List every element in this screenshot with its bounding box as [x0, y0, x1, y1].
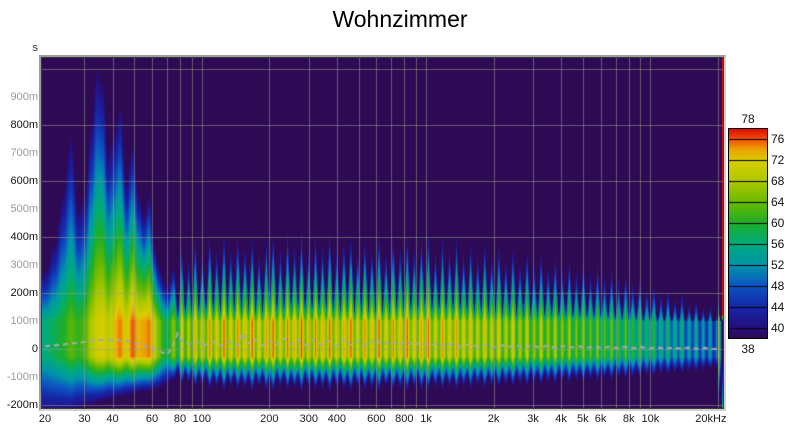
x-tick-label: 2k [487, 413, 500, 425]
x-tick-label: 300 [299, 413, 318, 425]
x-tick-label: 3k [527, 413, 539, 425]
colorbar-tick-label: 72 [771, 153, 785, 168]
x-tick-label: 40 [106, 413, 119, 425]
y-tick-label: 900m [10, 91, 38, 103]
colorbar-tick-label: 56 [771, 236, 785, 251]
y-tick-label: 800m [10, 119, 38, 131]
y-tick-label: 700m [10, 147, 38, 159]
x-tick-label: 1k [420, 413, 432, 425]
x-tick-label: 200 [260, 413, 279, 425]
colorbar-tick-label: 60 [771, 216, 785, 231]
y-tick-label: -200m [6, 399, 38, 411]
y-tick-label: 600m [10, 175, 38, 187]
y-tick-label: 0 [31, 343, 38, 355]
y-tick-label: -100m [6, 371, 38, 383]
x-tick-label: 5k [577, 413, 589, 425]
x-tick-label: 20 [38, 413, 52, 425]
y-axis-unit-label: s [32, 42, 39, 54]
y-tick-label: 200m [10, 287, 38, 299]
y-tick-label: 300m [10, 259, 38, 271]
y-tick-label: 500m [10, 203, 38, 215]
x-tick-label: 6k [594, 413, 607, 425]
colorbar-tick-label: 64 [771, 195, 785, 210]
colorbar-min-label: 38 [741, 342, 755, 356]
y-tick-label: 100m [10, 315, 38, 327]
colorbar-tick-label: 40 [771, 320, 785, 335]
x-tick-label: 20kHz [695, 413, 727, 425]
colorbar-frame [728, 128, 768, 339]
x-tick-label: 60 [145, 413, 159, 425]
x-tick-label: 800 [395, 413, 414, 425]
colorbar-tick-label: 76 [771, 132, 785, 147]
colorbar-tick-label: 68 [771, 174, 785, 189]
colorbar-max-label: 78 [741, 112, 755, 126]
colorbar-scale [729, 129, 767, 338]
x-tick-label: 8k [622, 413, 635, 425]
y-tick-label: 400m [10, 231, 38, 243]
colorbar-tick-label: 48 [771, 278, 785, 293]
x-tick-label: 400 [327, 413, 346, 425]
x-tick-label: 30 [78, 413, 91, 425]
x-tick-label: 80 [173, 413, 187, 425]
colorbar-tick-label: 44 [771, 299, 785, 314]
x-tick-label: 10k [641, 413, 660, 425]
x-tick-label: 100 [192, 413, 211, 425]
spectrogram-plot [42, 58, 723, 408]
plot-border [39, 55, 726, 411]
x-tick-label: 600 [367, 413, 386, 425]
x-tick-label: 4k [555, 413, 567, 425]
chart-title: Wohnzimmer [332, 6, 468, 32]
colorbar-tick-label: 52 [771, 257, 785, 272]
